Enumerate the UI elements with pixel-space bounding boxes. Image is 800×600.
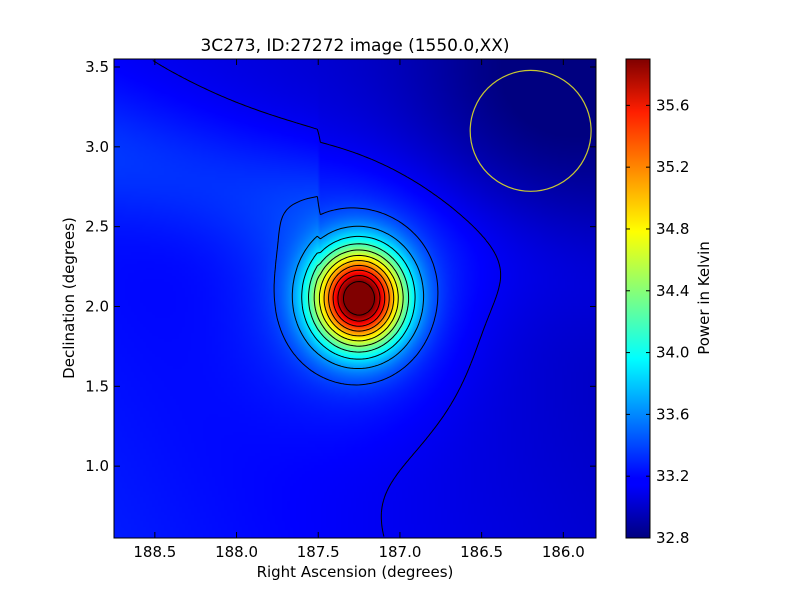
x-tick-label: 187.0 [378, 543, 421, 561]
beam-circle [469, 69, 592, 192]
heatmap-raster [114, 59, 596, 538]
contour-line [328, 264, 390, 332]
colorbar-label: Power in Kelvin [695, 241, 713, 355]
contour-line [323, 260, 395, 337]
y-tick-label: 3.5 [85, 58, 109, 76]
x-tick-label: 187.5 [297, 543, 340, 561]
colorbar-tick-label: 35.6 [656, 96, 689, 114]
colorbar-tick-label: 33.2 [656, 467, 689, 485]
x-tick-label: 188.0 [215, 543, 258, 561]
contour-line [273, 196, 439, 386]
chart-title: 3C273, ID:27272 image (1550.0,XX) [200, 36, 509, 56]
y-tick-label: 2.5 [85, 218, 109, 236]
contour-line [308, 243, 410, 353]
x-tick-label: 188.5 [133, 543, 176, 561]
heatmap [114, 59, 596, 538]
y-tick-label: 1.0 [85, 457, 109, 475]
x-tick-label: 186.5 [460, 543, 503, 561]
x-tick-label: 186.0 [542, 543, 585, 561]
colorbar-tick-label: 32.8 [656, 529, 689, 547]
contour-line [301, 235, 416, 360]
colorbar-tick-label: 34.4 [656, 282, 689, 300]
y-tick-label: 2.0 [85, 297, 109, 315]
colorbar: 32.8 33.2 33.6 34.0 34.4 34.8 35.2 35.6 Power i… [625, 58, 713, 547]
x-axis: 188.5 188.0 187.5 187.0 186.5 186.0 [133, 59, 585, 561]
y-axis: 1.0 1.5 2.0 2.5 3.0 3.5 [85, 58, 596, 475]
colorbar-ticks: 32.8 33.2 33.6 34.0 34.4 34.8 35.2 35.6 [626, 96, 689, 547]
colorbar-tick-label: 34.8 [656, 220, 689, 238]
plot-frame [113, 58, 597, 539]
contour-line [291, 225, 425, 369]
y-tick-label: 1.5 [85, 377, 109, 395]
colorbar-tick-label: 33.6 [656, 405, 689, 423]
y-tick-label: 3.0 [85, 138, 109, 156]
colorbar-gradient [625, 58, 651, 539]
contour-line [332, 269, 386, 327]
contour-lines [152, 60, 502, 537]
contour-line [152, 60, 502, 537]
contour-line [318, 254, 399, 342]
colorbar-tick-label: 34.0 [656, 344, 689, 362]
x-axis-label: Right Ascension (degrees) [257, 563, 454, 581]
y-axis-label: Declination (degrees) [60, 217, 78, 379]
contour-line [337, 275, 381, 322]
contour-line [313, 249, 404, 347]
contour-line [343, 281, 375, 316]
colorbar-tick-label: 35.2 [656, 158, 689, 176]
